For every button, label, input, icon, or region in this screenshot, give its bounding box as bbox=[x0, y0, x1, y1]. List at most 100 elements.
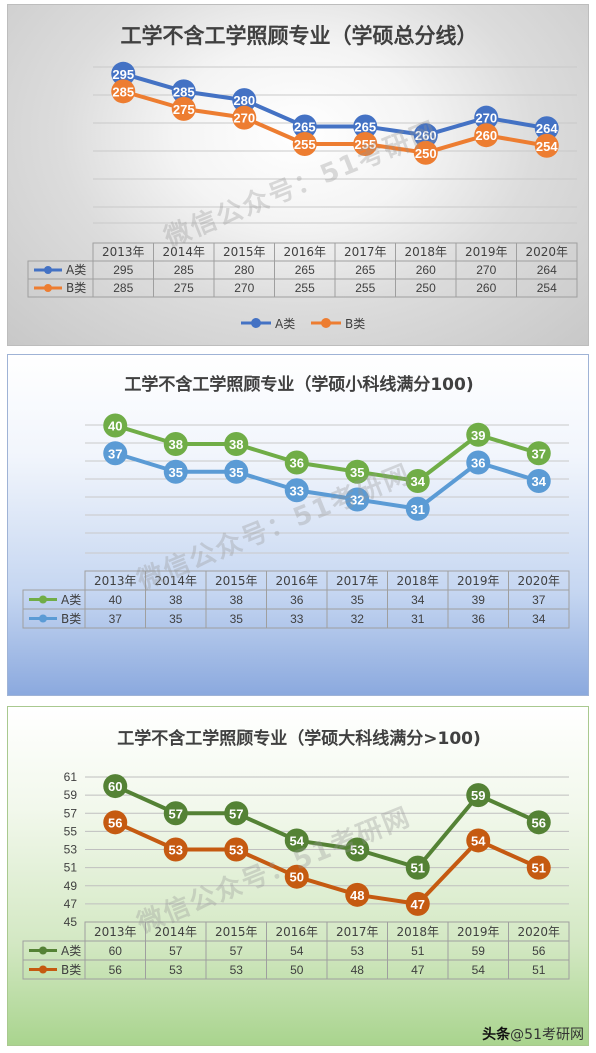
data-point bbox=[292, 132, 317, 156]
data-point bbox=[284, 828, 309, 853]
data-point bbox=[353, 114, 378, 139]
data-point bbox=[413, 140, 438, 165]
data-point bbox=[526, 469, 551, 493]
data-point bbox=[353, 132, 378, 156]
table-header-cell: 2017年 bbox=[336, 925, 379, 939]
table-cell: 255 bbox=[295, 281, 315, 295]
data-point bbox=[224, 459, 249, 484]
data-point bbox=[345, 882, 370, 907]
data-label: 60 bbox=[108, 779, 122, 794]
table-cell: 285 bbox=[174, 263, 194, 277]
data-label: 285 bbox=[173, 84, 195, 99]
table-header-cell: 2015年 bbox=[215, 574, 258, 588]
table-cell: 53 bbox=[169, 963, 183, 977]
table-cell: 56 bbox=[532, 944, 546, 958]
data-label: 34 bbox=[411, 474, 426, 489]
legend-label: A类 bbox=[275, 317, 295, 331]
table-header-cell: 2018年 bbox=[396, 925, 439, 939]
data-point bbox=[466, 828, 491, 853]
table-cell: 33 bbox=[290, 612, 304, 626]
table-cell: 260 bbox=[476, 281, 496, 295]
legend-label: B类 bbox=[345, 317, 365, 331]
data-label: 260 bbox=[475, 128, 497, 143]
table-cell: 254 bbox=[537, 281, 557, 295]
table-cell: 34 bbox=[411, 593, 425, 607]
data-point bbox=[284, 864, 309, 889]
data-point bbox=[111, 61, 136, 86]
table-legend-marker bbox=[39, 946, 47, 955]
table-header-cell: 2019年 bbox=[457, 925, 500, 939]
chart-panel-large-subject: 工学不含工学照顾专业（学硕大科线满分>100) 45 47 49 51 53 55 57 59 6… bbox=[7, 706, 589, 1046]
data-point bbox=[103, 441, 128, 466]
data-point bbox=[474, 123, 499, 148]
data-label: 38 bbox=[229, 437, 243, 452]
y-tick-label: 51 bbox=[64, 861, 78, 875]
table-cell: 47 bbox=[411, 963, 425, 977]
data-label: 265 bbox=[354, 119, 376, 134]
data-point bbox=[163, 801, 188, 826]
table-series-label: A类 bbox=[61, 593, 81, 607]
data-label: 33 bbox=[290, 483, 304, 498]
data-label: 40 bbox=[108, 419, 122, 434]
table-legend-marker bbox=[44, 284, 52, 292]
data-point bbox=[171, 96, 196, 121]
data-label: 51 bbox=[411, 861, 425, 876]
table-cell: 54 bbox=[472, 963, 486, 977]
table-header-cell: 2018年 bbox=[404, 245, 447, 259]
data-point bbox=[103, 810, 128, 835]
table-legend-marker bbox=[39, 614, 47, 623]
table-cell: 295 bbox=[113, 263, 133, 277]
y-tick-label: 55 bbox=[64, 824, 78, 838]
chart-panel-small-subject: 工学不含工学照顾专业（学硕小科线满分100) 40 38 38 36 35 34 39 37 37… bbox=[7, 354, 589, 696]
table-header-cell: 2013年 bbox=[102, 245, 145, 259]
data-point bbox=[103, 413, 128, 438]
data-point bbox=[526, 810, 551, 835]
data-label: 54 bbox=[471, 833, 486, 848]
table-cell: 60 bbox=[109, 944, 123, 958]
data-label: 260 bbox=[415, 128, 437, 143]
table-cell: 35 bbox=[169, 612, 183, 626]
data-label: 47 bbox=[411, 897, 425, 912]
table-header-cell: 2015年 bbox=[215, 925, 258, 939]
table-cell: 280 bbox=[234, 263, 254, 277]
table-cell: 31 bbox=[411, 612, 425, 626]
data-label: 31 bbox=[411, 502, 425, 517]
data-point bbox=[232, 105, 257, 130]
data-point bbox=[405, 469, 430, 493]
data-point bbox=[284, 478, 309, 503]
table-cell: 48 bbox=[351, 963, 365, 977]
data-point bbox=[466, 783, 491, 808]
data-point bbox=[292, 114, 317, 139]
table-cell: 53 bbox=[351, 944, 365, 958]
table-cell: 51 bbox=[532, 963, 546, 977]
data-point bbox=[405, 891, 430, 916]
data-label: 250 bbox=[415, 146, 437, 161]
chart-small-subject-svg: 工学不含工学照顾专业（学硕小科线满分100) 40 38 38 36 35 34 39 37 37… bbox=[22, 374, 570, 629]
table-series-label: A类 bbox=[66, 263, 86, 277]
data-label: 35 bbox=[229, 465, 243, 480]
data-point bbox=[534, 133, 559, 158]
data-point bbox=[413, 123, 438, 148]
table-cell: 270 bbox=[234, 281, 254, 295]
data-label: 36 bbox=[471, 456, 485, 471]
table-cell: 250 bbox=[416, 281, 436, 295]
data-point bbox=[345, 459, 370, 484]
footer-credit: 头条@51考研网 bbox=[482, 1024, 584, 1044]
data-point bbox=[224, 837, 249, 862]
data-label: 32 bbox=[350, 493, 364, 508]
table-cell: 59 bbox=[472, 944, 486, 958]
y-tick-label: 59 bbox=[64, 788, 78, 802]
data-point bbox=[232, 88, 257, 113]
data-label: 36 bbox=[290, 456, 304, 471]
table-header-cell: 2016年 bbox=[275, 925, 318, 939]
table-cell: 265 bbox=[355, 263, 375, 277]
table-header-cell: 2020年 bbox=[517, 574, 560, 588]
data-point bbox=[163, 459, 188, 484]
data-point bbox=[466, 422, 491, 447]
table-cell: 255 bbox=[355, 281, 375, 295]
table-legend-marker bbox=[44, 266, 52, 274]
chart-title: 工学不含工学照顾专业（学硕小科线满分100) bbox=[124, 374, 473, 395]
table-cell: 57 bbox=[230, 944, 244, 958]
data-label: 59 bbox=[471, 788, 485, 803]
data-point bbox=[405, 496, 430, 521]
